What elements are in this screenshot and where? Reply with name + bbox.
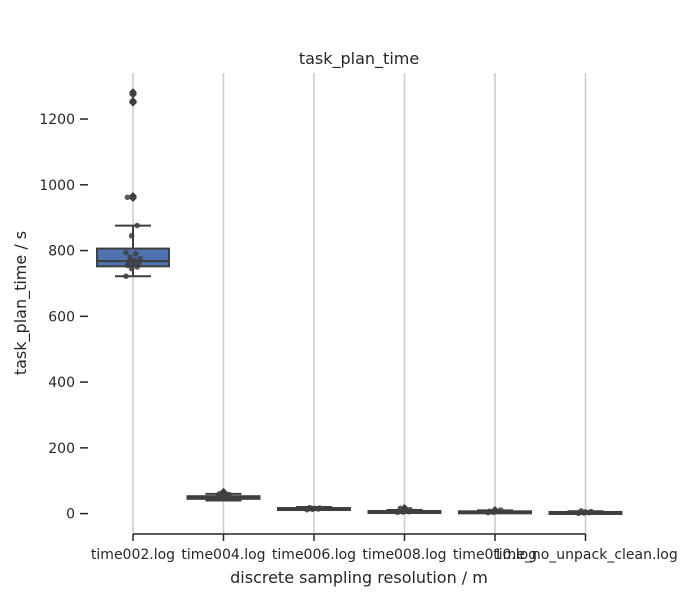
data-point xyxy=(307,504,313,511)
data-point xyxy=(397,505,404,512)
x-axis-label: discrete sampling resolution / m xyxy=(230,568,488,587)
data-point xyxy=(124,194,131,201)
data-point xyxy=(131,257,138,264)
data-point xyxy=(497,507,504,513)
y-axis: 0 200 400 600 800 1000 1200 xyxy=(39,112,88,523)
data-point xyxy=(311,505,317,512)
x-tick-label: time002.log xyxy=(91,547,175,563)
y-axis-label: task_plan_time / s xyxy=(11,231,31,375)
data-point xyxy=(128,265,135,272)
strip-points xyxy=(304,504,323,513)
data-point xyxy=(588,508,594,515)
data-point xyxy=(133,251,139,257)
y-tick-label: 400 xyxy=(48,375,75,391)
outlier-marker xyxy=(129,191,137,200)
box-series xyxy=(96,88,623,517)
data-point xyxy=(135,260,142,266)
x-tick-label: time008.log xyxy=(362,547,446,563)
data-point xyxy=(578,508,585,514)
data-point xyxy=(134,222,140,229)
chart-title: task_plan_time xyxy=(299,49,419,69)
x-tick-label: time004.log xyxy=(181,547,265,563)
data-point xyxy=(130,99,136,105)
grid-lines xyxy=(132,73,587,534)
y-tick-label: 0 xyxy=(66,507,75,523)
data-point xyxy=(486,508,493,515)
data-point xyxy=(492,507,498,514)
data-point xyxy=(226,491,232,498)
x-tick-label: time010.log xyxy=(453,547,537,563)
data-point xyxy=(582,509,589,515)
data-point xyxy=(128,232,135,239)
data-point xyxy=(127,254,133,260)
y-tick-label: 600 xyxy=(48,309,75,325)
strip-points xyxy=(485,507,504,516)
y-tick-label: 800 xyxy=(48,244,75,260)
x-tick-label: time006.log xyxy=(272,547,356,563)
data-point xyxy=(401,507,408,514)
strip-points xyxy=(213,490,232,502)
data-point xyxy=(137,255,143,262)
data-point xyxy=(222,490,228,497)
strip-points xyxy=(394,505,413,516)
data-point xyxy=(123,273,129,280)
strip-points xyxy=(575,508,594,517)
y-tick-label: 200 xyxy=(48,441,75,457)
x-axis: time002.log time004.log time006.log time008… xyxy=(91,533,678,563)
strip-points xyxy=(123,99,143,280)
data-point xyxy=(123,250,129,256)
data-point xyxy=(216,491,223,497)
data-point xyxy=(316,505,323,511)
data-point xyxy=(126,258,132,265)
data-point xyxy=(407,506,413,513)
y-tick-label: 1200 xyxy=(39,112,75,128)
y-tick-label: 1000 xyxy=(39,178,75,194)
outlier-marker xyxy=(129,88,137,97)
x-tick-label: time_no_unpack_clean.log xyxy=(493,547,678,563)
